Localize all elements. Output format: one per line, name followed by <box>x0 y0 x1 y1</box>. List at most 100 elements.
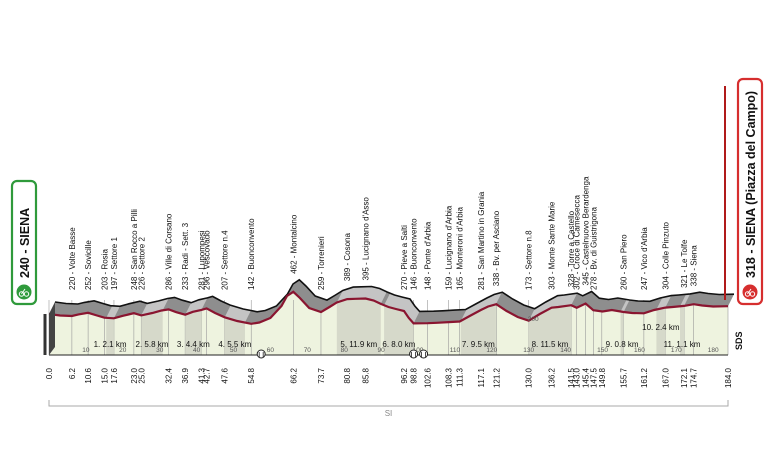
crossing-icon-ring <box>409 349 419 359</box>
km-tick-label: 90 <box>378 347 386 354</box>
sector-label: 6. 8.0 km <box>382 340 415 349</box>
sector-areas <box>106 298 685 355</box>
sector-strip <box>106 305 120 319</box>
distance-label: 41.3 <box>197 367 206 383</box>
distance-label: 121.2 <box>492 367 501 388</box>
distance-label: 108.3 <box>445 367 454 388</box>
sector-area <box>185 309 202 355</box>
brand-label: SDS <box>734 331 744 350</box>
distance-label: 174.7 <box>690 367 699 388</box>
start-card-label: 240 - SIENA <box>18 208 32 278</box>
distance-label: 102.6 <box>424 367 433 388</box>
waypoint-label: 203 - Rosia <box>100 249 109 290</box>
finish-card: 318 - SIENA (Piazza del Campo) <box>736 77 764 306</box>
distance-label: 80.8 <box>343 367 352 383</box>
start-card-flag-icon <box>16 284 32 300</box>
sector-strip <box>141 298 169 316</box>
waypoint-label: 259 - Torrenieri <box>317 236 326 290</box>
km-tick-label: 160 <box>634 347 645 354</box>
sector-label: 10. 2.4 km <box>642 323 680 332</box>
sector-label: 2. 5.8 km <box>136 340 169 349</box>
waypoint-labels: 220 - Volte Basse 252 - Sovicille 203 - Ro… <box>68 176 699 290</box>
distance-label: 54.8 <box>247 367 256 383</box>
waypoint-label: 321 - Le Tolfe <box>680 239 689 288</box>
sector-area <box>224 317 245 355</box>
route-bracket <box>48 400 729 407</box>
waypoint-label: 159 - Lucignano d'Arbia <box>445 205 454 290</box>
km-tick-label: 120 <box>486 347 497 354</box>
sector-label: 11. 1.1 km <box>664 340 701 349</box>
distance-label: 136.2 <box>548 367 557 388</box>
waypoint-label: 296 - Vescovado <box>203 230 212 290</box>
distance-label: 6.2 <box>68 367 77 379</box>
distance-label: 161.2 <box>640 367 649 388</box>
waypoint-label: 462 - Montalcino <box>289 214 298 274</box>
sector-label: 9. 0.8 km <box>606 340 639 349</box>
distance-label: 47.6 <box>221 367 230 383</box>
distance-label: 167.0 <box>661 367 670 388</box>
finish-card-frame <box>736 77 764 306</box>
start-card-frame <box>10 179 38 306</box>
waypoint-label: 338 - Bv. per Asciano <box>492 210 501 286</box>
distance-labels: 0.0 6.2 10.6 15.0 17.6 23.025.0 32.4 36.9 41.342… <box>45 367 733 388</box>
distance-label: 42.7 <box>203 367 212 383</box>
crossing-icon <box>256 349 266 359</box>
sector-area <box>528 305 572 355</box>
sector-area <box>680 305 685 355</box>
km-tick-label: 70 <box>304 347 312 354</box>
distance-label: 98.8 <box>410 367 419 383</box>
waypoint-label: 146 - Buonconvento <box>410 218 419 290</box>
km-tick-label: 80 <box>341 347 349 354</box>
distance-label: 10.6 <box>84 367 93 383</box>
sector-strip <box>185 297 208 315</box>
waypoint-label: 302 - Croce di Camesecca <box>573 195 582 290</box>
waypoint-label: 281 - San Martino in Grania <box>477 191 486 290</box>
waypoint-label: 165 - Monteroni d'Arbia <box>456 207 465 290</box>
distance-label: 130.0 <box>525 367 534 388</box>
distance-label: 141.5 <box>567 367 576 388</box>
waypoint-label: 328 - Torre a Castello <box>567 210 576 287</box>
waypoint-label: 345 - Castelnuovo Berardenga <box>582 176 591 286</box>
distance-label: 143.0 <box>573 367 582 388</box>
distance-label: 17.6 <box>110 367 119 383</box>
distance-label: 96.2 <box>400 367 409 383</box>
finish-card-flag-wheel <box>744 291 751 297</box>
waypoint-label: 278 - Bv. di Guistrigona <box>589 206 598 290</box>
distance-label: 111.3 <box>456 367 465 386</box>
sector-labels: 1. 2.1 km 2. 5.8 km 3. 4.4 km 4. 5.5 km 5. 1… <box>94 323 701 349</box>
profile-left-wall <box>49 302 55 355</box>
waypoint-label: 207 - Settore n.4 <box>221 230 230 290</box>
km-tick-label: 40 <box>193 347 201 354</box>
distance-label: 85.8 <box>362 367 371 383</box>
km-tick-label: 170 <box>671 347 682 354</box>
start-card-flag-wheel <box>23 291 30 297</box>
waypoint-label: 220 - Volte Basse <box>68 227 77 290</box>
waypoint-label: 281 - Lupompesi <box>197 230 206 290</box>
finish-card-flag-frame <box>747 288 752 295</box>
crossing-icon-ring <box>419 349 429 359</box>
distance-label: 15.0 <box>100 367 109 383</box>
waypoint-label: 286 - Ville di Corsano <box>165 213 174 290</box>
crossing-icon <box>419 349 429 359</box>
km-tick-label: 10 <box>82 347 90 354</box>
waypoint-label: 197 - Settore 1 <box>110 237 119 290</box>
km-ticks: 10 20 30 40 50 60 70 80 90 100 110 120 130 140 150 160 1… <box>82 347 719 354</box>
distance-label: 184.0 <box>724 367 733 388</box>
km-tick-label: 60 <box>267 347 275 354</box>
profile-back-edge <box>54 278 735 313</box>
waypoint-label: 338 - Siena <box>690 245 699 286</box>
sector-strip <box>680 293 691 307</box>
waypoint-label: 148 - Ponte d'Arbia <box>424 221 433 290</box>
sector-label: 8. 11.5 km <box>532 340 569 349</box>
sector-area <box>106 317 114 355</box>
km-tick-label: 130 <box>523 347 534 354</box>
waypoint-label: 304 - Colle Pinzuto <box>661 221 670 289</box>
km-tick-label: 180 <box>708 347 719 354</box>
start-card-flag-circle <box>16 284 32 300</box>
crossing-icon-ring <box>256 349 266 359</box>
distance-label: 32.4 <box>165 367 174 383</box>
distance-label: 145.4 <box>582 367 591 388</box>
distance-label: 117.1 <box>477 367 486 387</box>
km-tick-label: 30 <box>156 347 164 354</box>
